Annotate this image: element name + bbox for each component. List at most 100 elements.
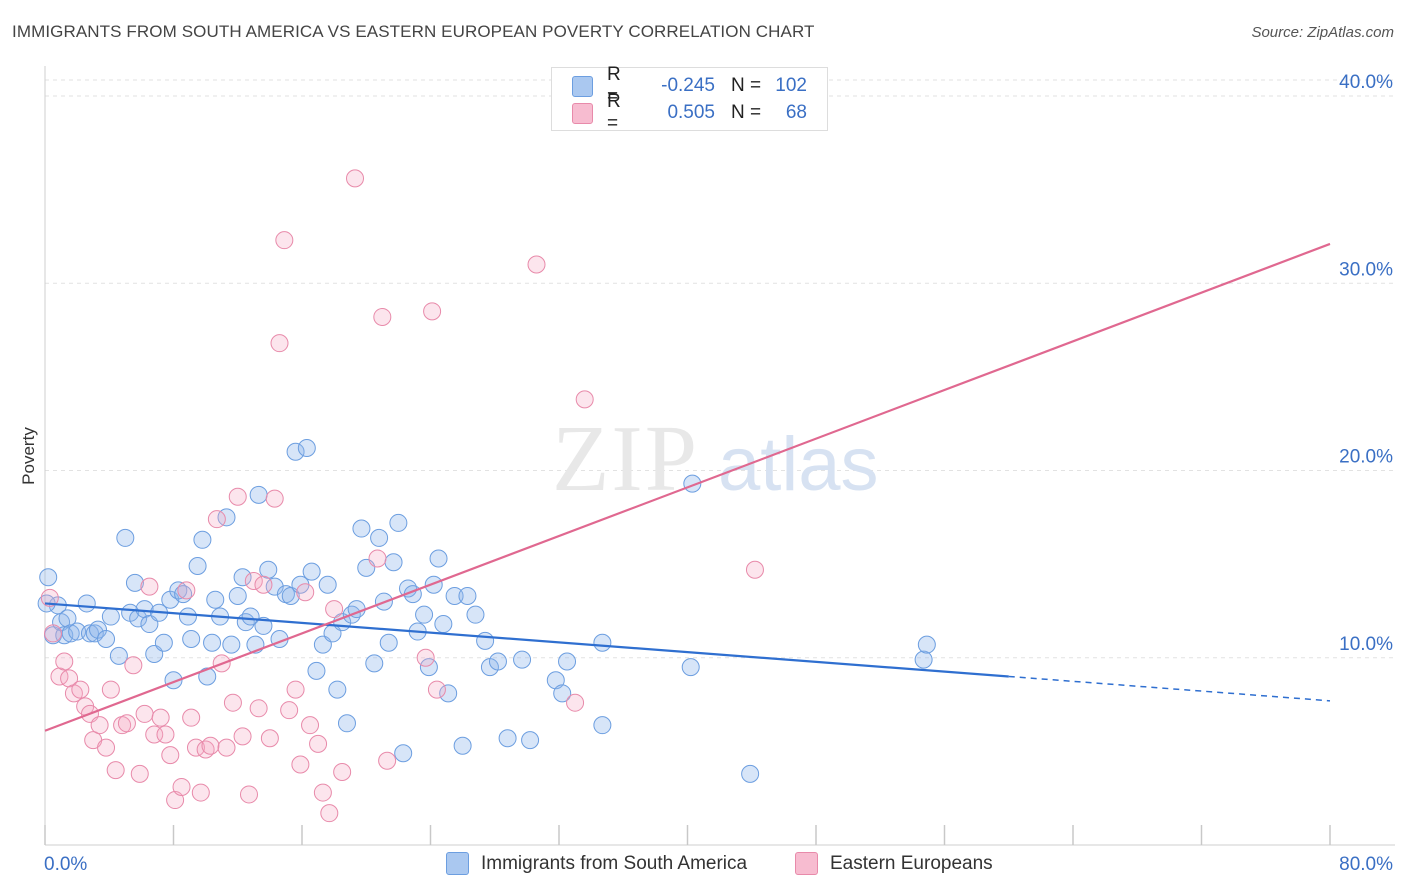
point-eastern-europeans [333,762,352,781]
point-immigrants-south-america [521,731,540,750]
legend-n-value: 102 [775,75,807,96]
point-eastern-europeans [55,652,74,671]
point-eastern-europeans [427,680,446,699]
point-immigrants-south-america [203,633,222,652]
trend-lines [44,242,1331,732]
chart-title: IMMIGRANTS FROM SOUTH AMERICA VS EASTERN… [12,22,815,41]
point-eastern-europeans [182,708,201,727]
point-eastern-europeans [239,785,258,804]
point-immigrants-south-america [241,607,260,626]
point-eastern-europeans [286,680,305,699]
point-immigrants-south-america [553,684,572,703]
point-eastern-europeans [135,704,154,723]
point-eastern-europeans [130,764,149,783]
point-immigrants-south-america [286,442,305,461]
legend-swatch-pink [572,102,593,124]
legend-r-label: R = [607,91,621,134]
point-eastern-europeans [191,783,210,802]
point-immigrants-south-america [466,605,485,624]
point-eastern-europeans [228,487,247,506]
point-immigrants-south-america [222,635,241,654]
point-immigrants-south-america [415,605,434,624]
point-immigrants-south-america [39,568,58,587]
point-immigrants-south-america [917,635,936,654]
series-immigrants-south-america [37,439,936,783]
point-immigrants-south-america [488,652,507,671]
point-immigrants-south-america [101,607,120,626]
bottom-legend-item-blue: Immigrants from South America [446,852,747,875]
bottom-legend-label-blue: Immigrants from South America [481,852,748,874]
point-immigrants-south-america [384,553,403,572]
bottom-legend-item-pink: Eastern Europeans [795,852,993,875]
point-eastern-europeans [117,714,136,733]
bottom-legend-swatch-pink [795,852,818,875]
point-immigrants-south-america [259,560,278,579]
point-eastern-europeans [201,736,220,755]
watermark-zip: ZIP [552,407,699,511]
point-eastern-europeans [177,581,196,600]
stats-legend: R = -0.245 N = 102 R = 0.505 N = 68 [551,64,828,134]
source-text: Source: ZipAtlas.com [1251,24,1394,41]
point-immigrants-south-america [265,577,284,596]
point-immigrants-south-america [389,513,408,532]
bottom-legend-swatch-blue [446,852,469,875]
point-eastern-europeans [244,571,263,590]
legend-r-label: R = [607,64,621,107]
point-eastern-europeans [260,729,279,748]
point-immigrants-south-america [593,716,612,735]
point-eastern-europeans [106,761,125,780]
tick-labels: 10.0% 20.0% 30.0% 40.0% 0.0% 80.0% [44,72,1393,875]
point-eastern-europeans [301,716,320,735]
point-immigrants-south-america [379,633,398,652]
point-immigrants-south-america [154,633,173,652]
point-eastern-europeans [309,734,328,753]
legend-r-value: -0.245 [661,75,715,96]
point-eastern-europeans [90,716,109,735]
point-eastern-europeans [313,783,332,802]
point-immigrants-south-america [445,586,464,605]
x-tick-label: 80.0% [1339,854,1393,875]
point-eastern-europeans [270,334,289,353]
trend-line-eastern-europeans [44,242,1331,732]
point-immigrants-south-america [513,650,532,669]
point-immigrants-south-america [125,573,144,592]
point-eastern-europeans [296,583,315,602]
point-immigrants-south-america [233,568,252,587]
point-eastern-europeans [254,575,273,594]
point-immigrants-south-america [337,714,356,733]
y-tick-label: 10.0% [1339,634,1393,655]
point-immigrants-south-america [178,607,197,626]
point-immigrants-south-america [439,684,458,703]
point-immigrants-south-america [228,586,247,605]
point-eastern-europeans [97,738,116,757]
point-eastern-europeans [368,549,387,568]
point-immigrants-south-america [318,575,337,594]
point-immigrants-south-america [352,519,371,538]
point-eastern-europeans [416,648,435,667]
point-eastern-europeans [217,738,236,757]
point-immigrants-south-america [182,630,201,649]
point-immigrants-south-america [198,667,217,686]
legend-r-value: 0.505 [667,102,715,123]
point-immigrants-south-america [681,658,700,677]
point-immigrants-south-america [61,624,80,643]
point-eastern-europeans [265,489,284,508]
point-eastern-europeans [40,588,59,607]
point-eastern-europeans [44,624,63,643]
point-immigrants-south-america [476,631,495,650]
point-immigrants-south-america [307,661,326,680]
series-eastern-europeans [40,88,764,823]
point-immigrants-south-america [254,616,273,635]
point-immigrants-south-america [188,556,207,575]
point-immigrants-south-america [109,646,128,665]
point-eastern-europeans [161,746,180,765]
point-immigrants-south-america [193,530,212,549]
legend-n-label: N = [731,102,762,123]
point-immigrants-south-america [302,562,321,581]
point-eastern-europeans [378,751,397,770]
point-eastern-europeans [320,804,339,823]
point-immigrants-south-america [328,680,347,699]
point-eastern-europeans [207,510,226,529]
point-eastern-europeans [166,791,185,810]
